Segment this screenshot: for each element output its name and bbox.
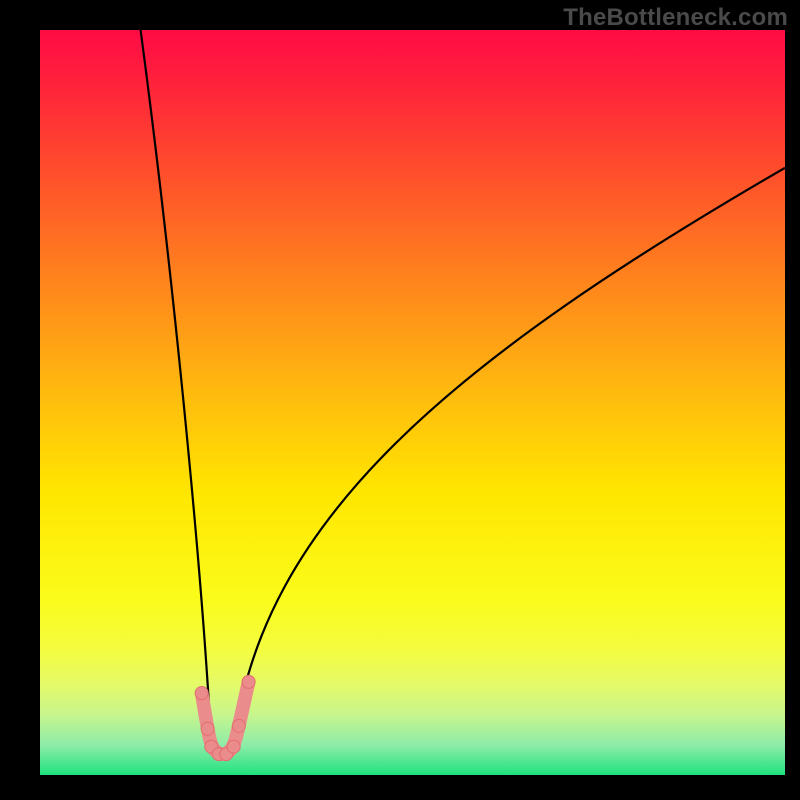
chart-background (40, 30, 785, 775)
canvas-root: TheBottleneck.com (0, 0, 800, 800)
valley-point (242, 675, 255, 688)
valley-point (232, 719, 245, 732)
valley-point (201, 722, 214, 735)
watermark-text: TheBottleneck.com (563, 4, 788, 32)
valley-point (195, 687, 208, 700)
valley-point (227, 740, 240, 753)
bottleneck-chart-svg (40, 30, 785, 775)
chart-area (40, 30, 785, 775)
